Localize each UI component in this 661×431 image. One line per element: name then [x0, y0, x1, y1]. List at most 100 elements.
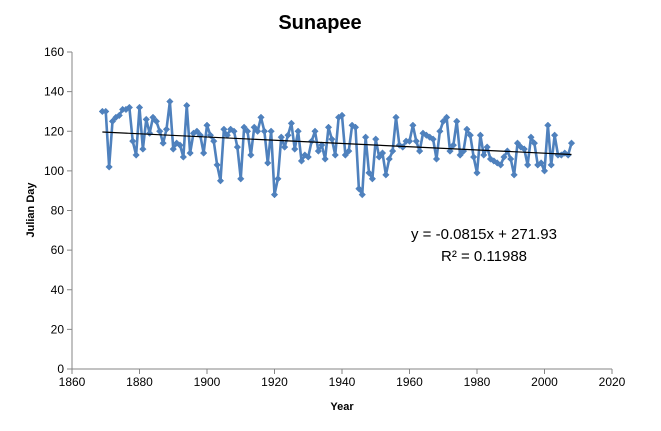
data-point: [500, 153, 508, 161]
data-point: [567, 139, 576, 147]
x-tick-label: 2020: [599, 375, 626, 389]
data-point: [429, 135, 437, 143]
x-tick-label: 1940: [329, 375, 356, 389]
data-point: [237, 175, 245, 183]
data-point: [513, 139, 522, 147]
data-point: [115, 111, 123, 120]
data-point: [250, 123, 258, 131]
data-point: [149, 113, 157, 122]
data-point: [162, 125, 171, 133]
data-point: [409, 121, 417, 129]
data-point: [510, 171, 518, 179]
data-point: [321, 155, 329, 163]
data-point: [517, 143, 525, 151]
data-point: [210, 137, 218, 145]
x-tick-label: 2000: [531, 375, 558, 389]
data-point: [108, 117, 117, 125]
y-tick-label: 140: [44, 85, 64, 99]
x-tick-label: 1920: [261, 375, 288, 389]
data-point: [284, 131, 292, 139]
x-tick-label: 1980: [464, 375, 491, 389]
data-point: [183, 101, 191, 110]
data-point: [550, 131, 559, 139]
data-point: [301, 151, 309, 159]
data-point: [527, 133, 535, 141]
data-point: [338, 111, 346, 120]
data-point: [311, 127, 319, 135]
data-point: [291, 145, 299, 153]
x-tick-label: 1880: [126, 375, 153, 389]
data-point: [314, 147, 323, 155]
data-point: [385, 155, 393, 163]
data-point: [439, 117, 447, 125]
y-tick-label: 120: [44, 124, 64, 138]
data-point: [230, 127, 238, 135]
data-point: [307, 137, 316, 145]
y-tick-label: 80: [51, 204, 65, 218]
data-point: [341, 151, 350, 159]
data-point: [247, 151, 255, 159]
data-point: [267, 127, 275, 135]
data-point: [186, 149, 194, 157]
data-point: [392, 113, 400, 122]
data-point: [129, 137, 137, 145]
data-point: [446, 147, 454, 155]
data-point: [345, 147, 353, 155]
data-point: [280, 143, 289, 151]
y-tick-label: 40: [51, 283, 65, 297]
data-point: [456, 151, 464, 159]
data-point: [125, 103, 134, 112]
data-point: [331, 151, 339, 159]
y-axis-ticks: 0 20 40 60 80 100 120 140 160: [44, 45, 72, 376]
data-point: [105, 163, 113, 171]
y-tick-label: 160: [44, 45, 64, 59]
data-point: [253, 127, 262, 135]
data-point: [240, 123, 248, 131]
data-point: [351, 123, 360, 131]
data-point: [530, 139, 539, 147]
data-point: [294, 127, 302, 135]
data-point: [405, 137, 414, 145]
data-point: [378, 149, 387, 157]
data-point: [422, 131, 431, 139]
chart-title: Sunapee: [278, 12, 361, 34]
data-point: [287, 119, 296, 127]
data-point: [358, 190, 366, 199]
data-point: [544, 121, 552, 129]
data-point: [102, 107, 110, 116]
data-point: [415, 147, 424, 155]
data-point: [193, 127, 201, 135]
y-tick-label: 100: [44, 164, 64, 178]
data-point: [179, 153, 188, 161]
data-point: [176, 141, 184, 149]
data-point: [466, 131, 474, 139]
data-point: [159, 139, 167, 147]
x-tick-label: 1900: [194, 375, 221, 389]
data-point: [537, 159, 545, 167]
data-point: [277, 133, 285, 141]
data-point: [365, 169, 373, 177]
y-tick-label: 0: [57, 362, 64, 376]
data-point: [540, 167, 549, 175]
data-point: [199, 149, 208, 157]
data-point: [442, 113, 451, 122]
data-point: [507, 155, 515, 163]
data-point: [395, 141, 404, 149]
data-point: [213, 161, 221, 169]
data-point: [166, 97, 174, 106]
data-point: [463, 125, 471, 133]
trendline: [102, 131, 572, 156]
series-layer: [98, 97, 576, 199]
data-point: [480, 151, 488, 159]
data-point: [561, 149, 569, 157]
data-point: [169, 145, 177, 153]
data-point: [375, 153, 383, 161]
data-point: [469, 153, 478, 161]
data-point: [496, 161, 505, 169]
y-axis-label: Julian Day: [25, 182, 37, 238]
data-point: [145, 129, 154, 137]
data-point: [220, 125, 228, 133]
data-point: [216, 177, 225, 185]
data-point: [523, 161, 532, 169]
